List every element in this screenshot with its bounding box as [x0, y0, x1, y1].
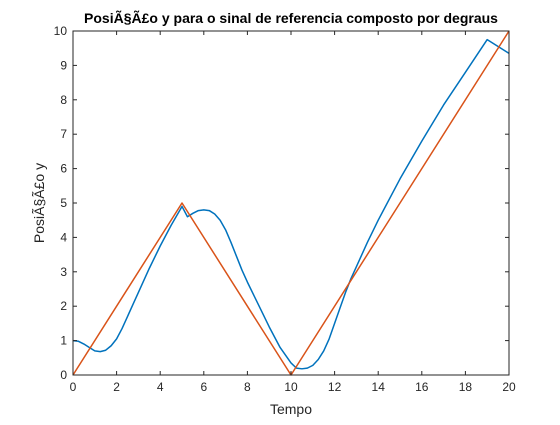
- y-tick-label: 5: [60, 196, 67, 210]
- y-tick-label: 0: [60, 368, 67, 382]
- x-tick-label: 10: [284, 380, 298, 394]
- y-tick-label: 8: [60, 93, 67, 107]
- y-tick-label: 9: [60, 58, 67, 72]
- x-tick-label: 8: [244, 380, 251, 394]
- y-tick-label: 6: [60, 162, 67, 176]
- y-axis-label: PosiÃ§Ã£o y: [31, 163, 47, 243]
- x-tick-label: 0: [70, 380, 77, 394]
- plot-area: [73, 31, 509, 375]
- x-tick-label: 12: [328, 380, 342, 394]
- x-tick-label: 14: [372, 380, 386, 394]
- y-tick-label: 10: [54, 24, 68, 38]
- x-tick-label: 18: [459, 380, 473, 394]
- y-tick-label: 1: [60, 334, 67, 348]
- x-tick-label: 16: [415, 380, 429, 394]
- y-tick-label: 4: [60, 230, 67, 244]
- x-tick-label: 6: [200, 380, 207, 394]
- chart-title: PosiÃ§Ã£o y para o sinal de referencia c…: [84, 9, 498, 26]
- y-tick-label: 7: [60, 127, 67, 141]
- x-axis-label: Tempo: [270, 401, 312, 417]
- y-tick-label: 2: [60, 299, 67, 313]
- x-tick-label: 2: [113, 380, 120, 394]
- y-tick-label: 3: [60, 265, 67, 279]
- x-tick-label: 20: [502, 380, 516, 394]
- x-tick-label: 4: [157, 380, 164, 394]
